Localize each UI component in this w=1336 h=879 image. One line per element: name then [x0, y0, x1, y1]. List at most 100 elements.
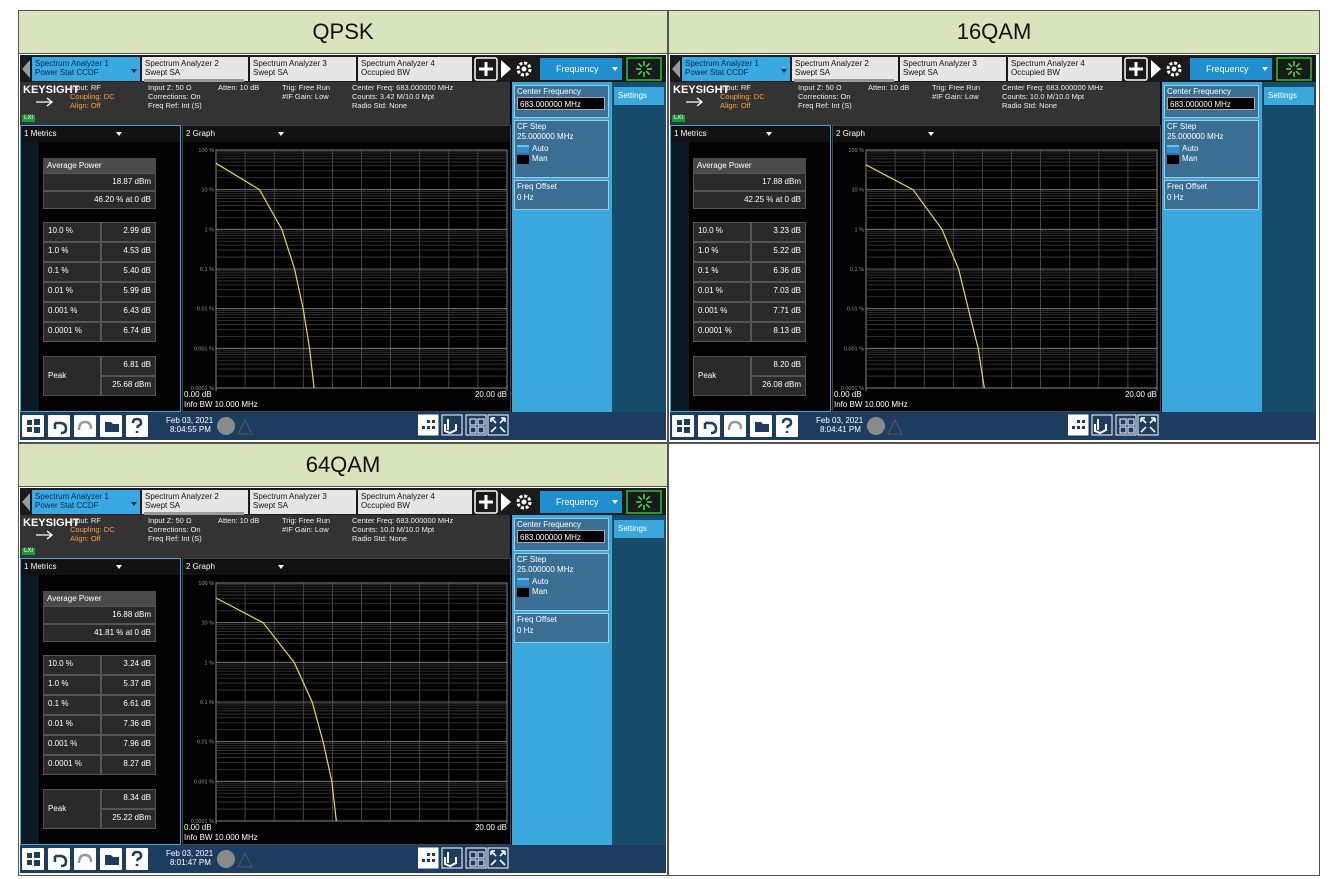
gear-icon — [516, 494, 532, 510]
windows-button[interactable] — [22, 415, 44, 437]
status-text: Freq Ref: Int (S) — [148, 534, 202, 543]
window-title: 1 Metrics — [24, 129, 57, 138]
tab-underline — [144, 79, 244, 82]
status-text: Freq Ref: Int (S) — [148, 101, 202, 110]
window-header — [21, 559, 180, 575]
x-tick-label: 20.00 dB — [475, 823, 507, 832]
y-tick-label: 0.1 % — [200, 700, 214, 706]
status-text: Atten: 10 dB — [218, 83, 260, 92]
tab-mode: Occupied BW — [361, 68, 410, 78]
softkey[interactable] — [514, 120, 609, 178]
status-ray — [645, 495, 651, 501]
tab[interactable]: Spectrum Analyzer 3 Swept SA — [900, 57, 1006, 81]
frequency-menu-button[interactable]: Frequency — [540, 58, 622, 80]
windows-button[interactable] — [672, 415, 694, 437]
layout-icon — [422, 420, 435, 429]
view-button[interactable] — [418, 847, 439, 869]
redo-button[interactable] — [724, 415, 746, 437]
graph-window: 2 Graph 100 % 10 % 1 % 0.1 % 0.01 % 0.001 % 0.0… — [182, 558, 511, 845]
tab[interactable]: Spectrum Analyzer 2 Swept SA — [142, 490, 248, 514]
settings-tab[interactable]: Settings — [614, 87, 664, 105]
redo-button[interactable] — [74, 848, 96, 870]
tab[interactable]: Spectrum Analyzer 1 Power Stat CCDF — [32, 490, 140, 514]
tab-mode: Swept SA — [145, 501, 181, 511]
folder-icon — [105, 855, 119, 865]
status-ray — [645, 503, 651, 509]
level-value: 8.27 dB — [101, 755, 156, 775]
next-arrow — [501, 60, 511, 78]
grid-icon — [469, 418, 485, 434]
ccdf-curve — [865, 164, 985, 389]
settings-tab[interactable]: Settings — [1264, 87, 1314, 105]
tab[interactable]: Spectrum Analyzer 4 Occupied BW — [358, 57, 472, 81]
y-tick-label: 0.0001 % — [191, 819, 214, 825]
frequency-menu-button[interactable]: Frequency — [1190, 58, 1272, 80]
tab-name: Spectrum Analyzer 3 — [253, 59, 327, 68]
tab-name: Spectrum Analyzer 3 — [253, 492, 327, 501]
view-button[interactable] — [1068, 414, 1089, 436]
status-text: Align: Off — [70, 534, 101, 543]
status-text: Radio Std: None — [352, 101, 408, 110]
toggle-man — [517, 588, 529, 597]
softkey[interactable] — [514, 180, 609, 210]
metric-value: 17.88 dBm — [693, 173, 806, 191]
tab[interactable]: Spectrum Analyzer 3 Swept SA — [250, 490, 356, 514]
info-bw: Info BW 10.000 MHz — [184, 400, 258, 409]
status-text: Center Freq: 683.000000 MHz — [1002, 83, 1104, 92]
metric-header: Average Power — [43, 158, 156, 173]
tab[interactable]: Spectrum Analyzer 3 Swept SA — [250, 57, 356, 81]
y-tick-label: 100 % — [198, 581, 214, 587]
view-button[interactable] — [418, 414, 439, 436]
frequency-menu-button[interactable]: Frequency — [540, 491, 622, 513]
level-value: 7.96 dB — [101, 735, 156, 755]
level-label: 0.0001 % — [43, 755, 101, 775]
peak-value: 6.81 dB — [101, 356, 156, 376]
status-ray — [645, 70, 651, 76]
status-text: Corrections: On — [798, 92, 851, 101]
tab-name: Spectrum Analyzer 4 — [361, 492, 435, 501]
status-text: Trig: Free Run — [282, 83, 331, 92]
status-text: Counts: 3.42 M/10.0 Mpt — [352, 92, 435, 101]
softkey[interactable] — [514, 553, 609, 611]
tab-name: Spectrum Analyzer 2 — [145, 492, 219, 501]
softkey[interactable] — [1164, 120, 1259, 178]
tab[interactable]: Spectrum Analyzer 2 Swept SA — [792, 57, 898, 81]
status-ray — [645, 62, 651, 68]
y-tick-label: 0.01 % — [847, 307, 864, 313]
input-arrow — [686, 97, 704, 107]
tab-name: Spectrum Analyzer 2 — [795, 59, 869, 68]
redo-icon — [77, 420, 93, 431]
y-tick-label: 0.001 % — [194, 779, 214, 785]
tab-mode: Swept SA — [903, 68, 939, 78]
status-box — [626, 57, 662, 81]
time-text: 8:04:55 PM — [170, 425, 211, 434]
bottom-icons-left — [22, 415, 148, 437]
gear-hub — [1171, 66, 1177, 72]
level-value: 5.22 dB — [751, 242, 806, 262]
softkey[interactable] — [514, 613, 609, 643]
input-icon — [686, 97, 704, 107]
toolbar-icons — [474, 490, 532, 514]
softkey-label: CF Step — [517, 555, 547, 564]
tab[interactable]: Spectrum Analyzer 4 Occupied BW — [1008, 57, 1122, 81]
settings-tab[interactable]: Settings — [614, 520, 664, 538]
tab[interactable]: Spectrum Analyzer 1 Power Stat CCDF — [32, 57, 140, 81]
softkey[interactable] — [1164, 180, 1259, 210]
status-text: Input: RF — [720, 83, 751, 92]
tab[interactable]: Spectrum Analyzer 4 Occupied BW — [358, 490, 472, 514]
tab[interactable]: Spectrum Analyzer 2 Swept SA — [142, 57, 248, 81]
status-text: Align: Off — [720, 101, 751, 110]
cell-header: 64QAM — [18, 443, 668, 487]
empty-cell — [668, 443, 1320, 876]
tab-mode: Swept SA — [253, 68, 289, 78]
tab[interactable]: Spectrum Analyzer 1 Power Stat CCDF — [682, 57, 790, 81]
status-text: Align: Off — [70, 101, 101, 110]
level-label: 0.1 % — [693, 262, 751, 282]
level-value: 7.03 dB — [751, 282, 806, 302]
redo-button[interactable] — [74, 415, 96, 437]
layout-icon — [1072, 420, 1085, 429]
windows-button[interactable] — [22, 848, 44, 870]
level-value: 2.99 dB — [101, 222, 156, 242]
status-text: Trig: Free Run — [932, 83, 981, 92]
level-value: 5.37 dB — [101, 675, 156, 695]
